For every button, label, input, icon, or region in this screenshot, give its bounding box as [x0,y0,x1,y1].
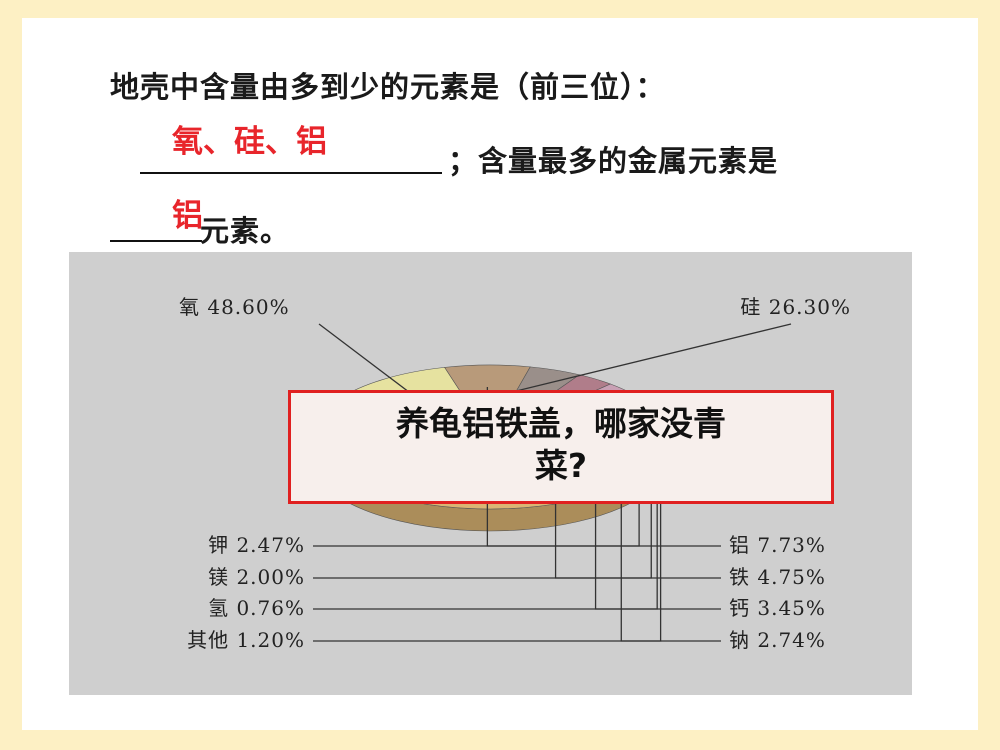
slice-label-铁: 铁 4.75% [729,565,826,589]
question-line-3: 元素。 [200,214,291,248]
question-line-2: ；含量最多的金属元素是 [448,144,779,178]
callout-line-1: 养龟铝铁盖，哪家没青 [396,404,726,443]
slice-label-钠: 钠 2.74% [729,628,826,652]
slice-label-铝: 铝 7.73% [729,533,826,557]
mnemonic-callout: 养龟铝铁盖，哪家没青 菜? [288,390,834,504]
blank-1-underline [140,172,442,174]
question-line-1: 地壳中含量由多到少的元素是（前三位）： [110,70,666,104]
leader-line-其他 [313,438,662,642]
blank-2-underline [110,240,202,242]
slice-label-氧: 氧 48.60% [179,295,290,319]
slice-label-氢: 氢 0.76% [208,596,305,620]
slice-label-硅: 硅 26.30% [740,295,851,319]
slice-label-钙: 钙 3.45% [729,596,826,620]
answer-blank-2: 铝 [172,198,203,234]
slice-label-镁: 镁 2.00% [208,565,305,589]
slice-label-钾: 钾 2.47% [208,533,305,557]
answer-blank-1: 氧、硅、铝 [172,124,327,160]
callout-line-2: 菜? [534,446,588,485]
slice-label-其他: 其他 1.20% [187,628,305,652]
